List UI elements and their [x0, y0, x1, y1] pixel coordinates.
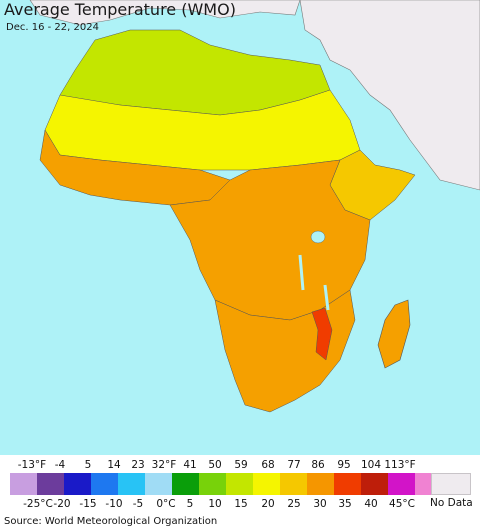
celsius-label: 35 [338, 498, 352, 510]
celsius-label: 30 [313, 498, 327, 510]
fahrenheit-label: 50 [208, 459, 222, 471]
map-title: Average Temperature (WMO) [4, 0, 236, 19]
celsius-ticks: -25°C -20 -15 -10 -5 0°C 5 10 15 20 25 3… [0, 498, 480, 512]
source-credit: Source: World Meteorological Organizatio… [4, 516, 218, 527]
legend-swatch [280, 473, 307, 495]
lake-tanganyika [298, 254, 305, 291]
fahrenheit-label: -13°F [17, 459, 47, 471]
temperature-map: Average Temperature (WMO) Dec. 16 - 22, … [0, 0, 480, 455]
fahrenheit-ticks: -13°F -4 5 14 23 32°F 41 50 59 68 77 86 … [0, 459, 480, 473]
legend-swatch [10, 473, 37, 495]
legend-swatch [145, 473, 172, 495]
celsius-label: 0°C [156, 498, 176, 510]
legend-swatch [226, 473, 253, 495]
africa-map-graphic [29, 0, 480, 413]
legend-swatch [334, 473, 361, 495]
fahrenheit-label: 23 [131, 459, 145, 471]
fahrenheit-label: 41 [183, 459, 197, 471]
fahrenheit-label: 32°F [151, 459, 177, 471]
celsius-label: -10 [105, 498, 123, 510]
madagascar [377, 299, 411, 369]
celsius-label: -25°C [23, 498, 53, 510]
no-data-label: No Data [430, 497, 473, 509]
legend-swatch [64, 473, 91, 495]
fahrenheit-label: 5 [84, 459, 92, 471]
legend-swatch [253, 473, 280, 495]
celsius-label: 15 [234, 498, 248, 510]
legend-swatch [199, 473, 226, 495]
legend-swatch [388, 473, 415, 495]
celsius-label: -20 [53, 498, 71, 510]
legend-color-bar [10, 473, 442, 495]
central-africa-zone [169, 159, 371, 321]
fahrenheit-label: 59 [234, 459, 248, 471]
celsius-label: 40 [364, 498, 378, 510]
fahrenheit-label: 14 [107, 459, 121, 471]
fahrenheit-label: 68 [261, 459, 275, 471]
fahrenheit-label: 86 [311, 459, 325, 471]
fahrenheit-label: 113°F [384, 459, 416, 471]
celsius-label: -5 [132, 498, 144, 510]
legend-swatch [91, 473, 118, 495]
celsius-label: 10 [208, 498, 222, 510]
lake-victoria [310, 230, 326, 244]
fahrenheit-label: 95 [337, 459, 351, 471]
map-date-range: Dec. 16 - 22, 2024 [6, 22, 99, 33]
legend-swatch [37, 473, 64, 495]
celsius-label: -15 [79, 498, 97, 510]
legend-swatch [172, 473, 199, 495]
europe-land [29, 0, 301, 26]
lake-malawi [323, 284, 330, 311]
celsius-label: 20 [261, 498, 275, 510]
fahrenheit-label: -4 [54, 459, 66, 471]
no-data-swatch [431, 473, 471, 495]
celsius-label: 45°C [389, 498, 415, 510]
celsius-label: 25 [287, 498, 301, 510]
fahrenheit-label: 104 [360, 459, 382, 471]
legend-swatch [361, 473, 388, 495]
eurasia-land [299, 0, 480, 191]
legend-swatch [307, 473, 334, 495]
fahrenheit-label: 77 [287, 459, 301, 471]
legend-swatch [118, 473, 145, 495]
hot-spot-zone [311, 307, 333, 361]
celsius-label: 5 [186, 498, 194, 510]
